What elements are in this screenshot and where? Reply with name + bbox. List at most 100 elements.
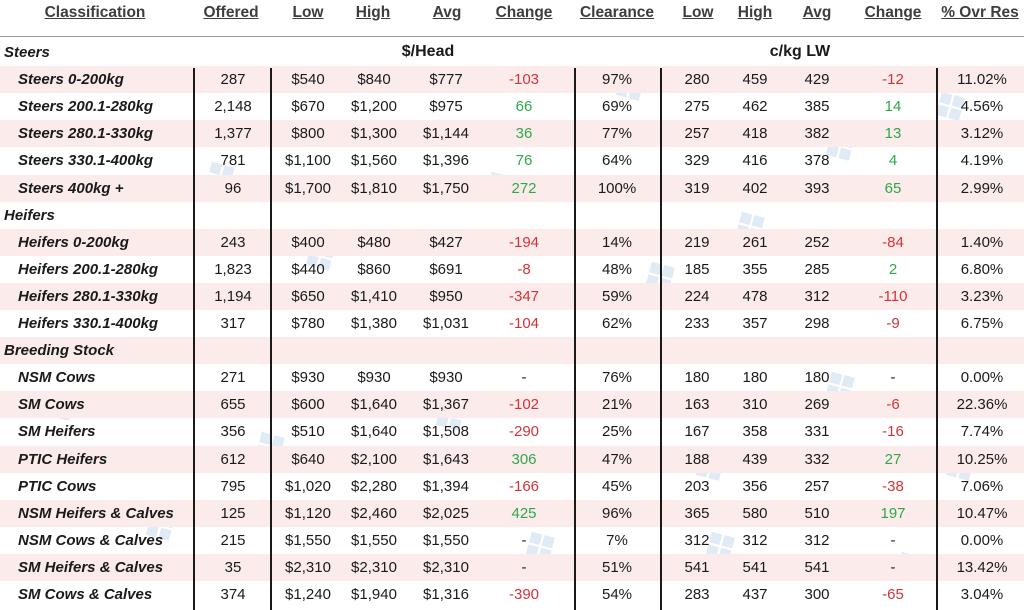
cell-label: Steers 200.1-280kg <box>18 98 154 116</box>
cell-change: -347 <box>508 287 540 305</box>
section-label: Steers <box>4 44 50 61</box>
col-divider-3 <box>574 68 576 610</box>
header-clearance: Clearance <box>579 4 655 21</box>
cell-low: $1,550 <box>285 531 331 549</box>
table-row: Steers 0-200kg 287 $540 $840 $777 -103 97% 280 4… <box>0 66 1024 94</box>
cell-offered: 243 <box>220 233 246 251</box>
cell-low: $930 <box>291 369 325 387</box>
cell-low: $510 <box>291 423 325 441</box>
cell-lw-change: 13 <box>884 125 902 143</box>
cell-low: $600 <box>291 396 325 414</box>
group-head-cents-per-kg: c/kg LW <box>769 43 831 60</box>
cell-lw-high: 356 <box>742 477 768 495</box>
cell-low: $1,240 <box>285 586 331 603</box>
section-label: Heifers <box>4 206 55 224</box>
cell-change: -390 <box>508 586 540 603</box>
cell-offered: 795 <box>220 477 246 495</box>
cell-clearance: 14% <box>601 233 633 251</box>
cell-ovr: 13.42% <box>956 558 1008 576</box>
cell-lw-high: 418 <box>742 125 768 143</box>
cell-lw-avg: 393 <box>804 179 830 197</box>
cell-lw-avg: 312 <box>804 287 830 305</box>
cell-lw-low: 167 <box>684 423 710 441</box>
table-row: Steers 330.1-400kg 781 $1,100 $1,560 $1,396 7… <box>0 147 1024 174</box>
cell-avg: $1,144 <box>423 125 469 143</box>
cell-lw-high: 180 <box>742 369 768 387</box>
table-row: Heifers 330.1-400kg 317 $780 $1,380 $1,031 -1… <box>0 310 1024 337</box>
cell-lw-avg: 382 <box>804 125 830 143</box>
cell-lw-low: 219 <box>684 233 710 251</box>
table-row: Steers 400kg + 96 $1,700 $1,810 $1,750 272 100… <box>0 174 1024 202</box>
cell-clearance: 25% <box>601 423 633 441</box>
cell-change: 306 <box>511 450 537 468</box>
cell-offered: 1,377 <box>214 125 252 143</box>
cell-offered: 612 <box>220 450 246 468</box>
cell-lw-change: -110 <box>878 287 908 305</box>
cell-change: 425 <box>511 504 537 522</box>
table-row: NSM Cows & Calves 215 $1,550 $1,550 $1,550 - 7… <box>0 527 1024 554</box>
table-row: SM Cows 655 $600 $1,640 $1,367 -102 21% 163 310 2… <box>0 391 1024 419</box>
cell-clearance: 48% <box>601 260 633 278</box>
cell-lw-low: 180 <box>684 369 710 387</box>
cell-avg: $1,396 <box>423 152 469 170</box>
cell-lw-avg: 510 <box>804 504 830 522</box>
cell-ovr: 22.36% <box>956 396 1008 414</box>
cell-low: $1,120 <box>285 504 331 522</box>
cell-ovr: 3.12% <box>960 125 1004 143</box>
cell-change: - <box>521 531 527 549</box>
cell-ovr: 0.00% <box>960 369 1004 387</box>
cell-lw-avg: 285 <box>804 260 830 278</box>
cell-lw-avg: 332 <box>804 450 830 468</box>
cell-label: Heifers 280.1-330kg <box>18 287 159 305</box>
cell-change: 272 <box>511 179 537 197</box>
cell-lw-low: 203 <box>684 477 710 495</box>
table-row: NSM Heifers & Calves 125 $1,120 $2,460 $2,02… <box>0 499 1024 527</box>
cell-label: Steers 400kg + <box>18 179 124 197</box>
cell-avg: $950 <box>429 287 463 305</box>
cell-offered: 2,148 <box>214 98 252 116</box>
table-row: Steers 280.1-330kg 1,377 $800 $1,300 $1,144 3… <box>0 120 1024 148</box>
cell-high: $2,280 <box>351 477 397 495</box>
cell-offered: 96 <box>224 179 242 197</box>
cell-high: $840 <box>357 71 391 89</box>
cell-lw-avg: 331 <box>804 423 830 441</box>
cell-high: $1,810 <box>351 179 397 197</box>
cell-label: NSM Cows <box>18 369 96 387</box>
cell-lw-low: 541 <box>684 558 710 576</box>
cell-lw-high: 478 <box>742 287 768 305</box>
cell-low: $540 <box>291 71 325 89</box>
cell-change: -8 <box>517 260 531 278</box>
cell-clearance: 97% <box>601 71 633 89</box>
cell-high: $1,640 <box>351 396 397 414</box>
cell-change: - <box>521 558 527 576</box>
cell-clearance: 77% <box>601 125 633 143</box>
header-classification: Classification <box>44 4 146 21</box>
cell-lw-high: 310 <box>742 396 768 414</box>
cell-offered: 35 <box>224 558 242 576</box>
cell-label: PTIC Cows <box>18 477 97 495</box>
cell-avg: $427 <box>429 233 463 251</box>
cell-clearance: 96% <box>601 504 633 522</box>
cell-lw-low: 275 <box>684 98 710 116</box>
cell-high: $1,410 <box>351 287 397 305</box>
header-divider <box>0 36 1024 37</box>
cell-lw-high: 416 <box>742 152 768 170</box>
cell-lw-low: 163 <box>684 396 710 414</box>
cell-ovr: 11.02% <box>957 71 1007 89</box>
cell-change: -102 <box>508 396 540 414</box>
cell-offered: 655 <box>220 396 246 414</box>
cell-ovr: 4.19% <box>960 152 1004 170</box>
cell-lw-high: 261 <box>742 233 768 251</box>
cell-lw-low: 319 <box>684 179 710 197</box>
cell-high: $1,640 <box>351 423 397 441</box>
cell-clearance: 64% <box>601 152 633 170</box>
cell-lw-low: 329 <box>684 152 710 170</box>
cell-high: $1,380 <box>351 315 397 332</box>
cell-lw-change: 4 <box>888 152 898 170</box>
cell-avg: $1,316 <box>423 586 469 603</box>
cell-lw-change: 2 <box>888 260 898 278</box>
cell-clearance: 59% <box>601 287 633 305</box>
cell-offered: 1,194 <box>214 287 252 305</box>
header-low-lw: Low <box>682 4 714 21</box>
group-head-per-head: $/Head <box>401 43 455 60</box>
